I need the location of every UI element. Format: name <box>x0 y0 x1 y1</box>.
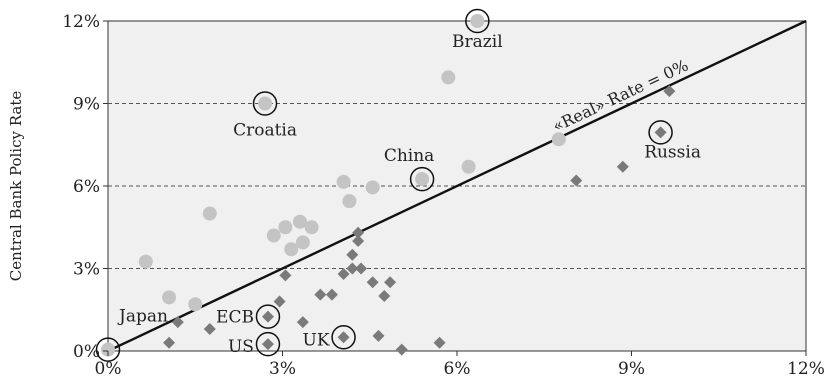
diamond-point <box>384 276 397 289</box>
diamond-point <box>570 174 583 187</box>
diamond-point <box>352 235 365 247</box>
circle-point <box>415 172 430 187</box>
circle-point <box>551 132 566 147</box>
diamond-point <box>654 126 667 139</box>
highlight-ring <box>95 337 121 362</box>
y-tick-label: 3% <box>73 260 100 280</box>
circle-point <box>162 290 177 305</box>
diamond-point <box>261 310 274 323</box>
x-tick-label: 6% <box>444 359 471 379</box>
diamond-point <box>378 290 391 302</box>
circle-point <box>470 14 485 28</box>
diamond-point <box>163 336 176 349</box>
circle-point <box>188 297 203 312</box>
diamond-point <box>346 248 359 261</box>
circle-point <box>365 180 380 195</box>
y-tick-label: 0% <box>73 342 100 362</box>
annotations: Brazil Croatia China Russia ECB US UK Japan <box>117 32 701 357</box>
y-axis-ticks: 0% 3% 6% 9% 12% <box>62 12 108 362</box>
x-tick-label: 3% <box>269 359 296 379</box>
diamond-point <box>273 295 286 308</box>
annotation-label: UK <box>303 330 330 350</box>
y-tick-label: 6% <box>73 177 100 197</box>
diamond-point <box>433 336 446 349</box>
diamond-point <box>366 276 379 289</box>
y-axis-title: Central Bank Policy Rate <box>7 91 25 282</box>
circle-point <box>101 342 115 357</box>
diamond-point <box>337 268 350 280</box>
diamond-point <box>372 329 385 342</box>
highlight-ring <box>465 8 490 34</box>
circle-point <box>202 206 217 221</box>
diamond-point <box>314 288 327 301</box>
annotation-label: Russia <box>644 142 701 162</box>
annotation-label: Croatia <box>233 121 297 141</box>
reference-line <box>107 19 807 353</box>
highlight-ring <box>255 304 281 329</box>
highlight-ring <box>331 325 356 350</box>
highlight-ring <box>648 120 673 145</box>
diamond-point <box>346 262 359 275</box>
highlight-rings <box>95 8 673 362</box>
circle-point <box>441 70 456 85</box>
diamond-point <box>616 160 629 173</box>
highlight-ring <box>252 91 278 116</box>
y-tick-label: 9% <box>73 95 100 115</box>
circle-point <box>266 228 281 243</box>
circle-point <box>258 96 273 111</box>
circle-point <box>138 254 153 269</box>
diamond-point <box>203 323 216 335</box>
annotation-label: US <box>228 337 254 357</box>
circle-point <box>292 214 307 229</box>
annotation-label: China <box>384 146 434 166</box>
x-axis-ticks: 0% 3% 6% 9% 12% <box>95 351 825 379</box>
circle-point <box>461 159 476 174</box>
diamond-point <box>663 85 676 98</box>
x-tick-label: 9% <box>618 359 645 379</box>
highlight-ring <box>409 166 435 192</box>
diamond-point <box>325 288 338 301</box>
y-tick-label: 12% <box>62 12 100 32</box>
x-tick-label: 0% <box>95 359 122 379</box>
diamond-point <box>337 331 350 344</box>
diamond-point <box>261 338 274 351</box>
annotation-label: Japan <box>117 307 168 327</box>
circle-point <box>295 235 310 250</box>
circle-point <box>304 220 319 235</box>
diamond-point <box>352 226 365 239</box>
circle-point <box>342 194 357 209</box>
circle-point <box>278 220 293 235</box>
highlight-ring <box>255 331 281 357</box>
diamond-point <box>355 262 368 275</box>
diamond-point <box>296 316 309 329</box>
diamond-point <box>171 316 184 329</box>
data-points <box>101 14 676 357</box>
grid-lines <box>108 103 806 269</box>
diamond-point <box>279 269 292 282</box>
diamond-point <box>395 343 408 356</box>
annotation-label: ECB <box>216 308 254 328</box>
x-tick-label: 12% <box>787 359 825 379</box>
circle-point <box>284 242 299 257</box>
annotation-label: Brazil <box>452 32 503 52</box>
circle-point <box>336 174 351 189</box>
reference-line-group <box>107 19 807 353</box>
